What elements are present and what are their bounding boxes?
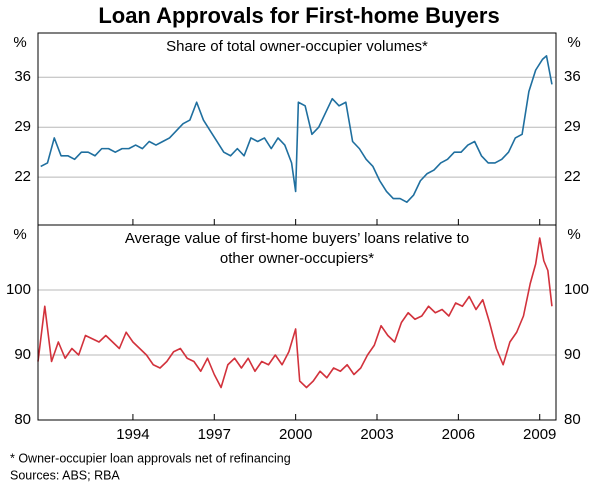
chart-title: Loan Approvals for First-home Buyers: [98, 3, 499, 28]
y2-tick-label: 29: [564, 118, 581, 135]
y2-tick-label: 36: [564, 68, 581, 85]
x-tick-label: 1994: [116, 426, 149, 443]
x-tick-label: 1997: [198, 426, 231, 443]
x-tick-label: 2003: [360, 426, 393, 443]
series-line: [40, 55, 553, 203]
y2-tick-label: 22: [564, 168, 581, 185]
panel-title: other owner-occupiers*: [220, 250, 374, 267]
y-tick-label: 36: [14, 68, 31, 85]
unit-label: %: [13, 226, 26, 243]
y-tick-label: 100: [6, 281, 31, 298]
y2-tick-label: 100: [564, 281, 589, 298]
y-tick-label: 80: [14, 411, 31, 428]
footnote: * Owner-occupier loan approvals net of r…: [10, 451, 291, 465]
panel-title: Share of total owner-occupier volumes*: [166, 38, 428, 55]
unit-label: %: [567, 34, 580, 51]
y-tick-label: 22: [14, 168, 31, 185]
unit-label: %: [567, 226, 580, 243]
x-tick-label: 2006: [442, 426, 475, 443]
y-tick-label: 29: [14, 118, 31, 135]
unit-label: %: [13, 34, 26, 51]
panel-title: Average value of first-home buyers’ loan…: [125, 230, 469, 247]
panel-frame: [37, 224, 557, 421]
x-tick-label: 2000: [279, 426, 312, 443]
y2-tick-label: 90: [564, 346, 581, 363]
sources: Sources: ABS; RBA: [10, 468, 120, 482]
y-tick-label: 90: [14, 346, 31, 363]
x-tick-label: 2009: [523, 426, 556, 443]
y2-tick-label: 80: [564, 411, 581, 428]
series-line: [37, 237, 553, 389]
